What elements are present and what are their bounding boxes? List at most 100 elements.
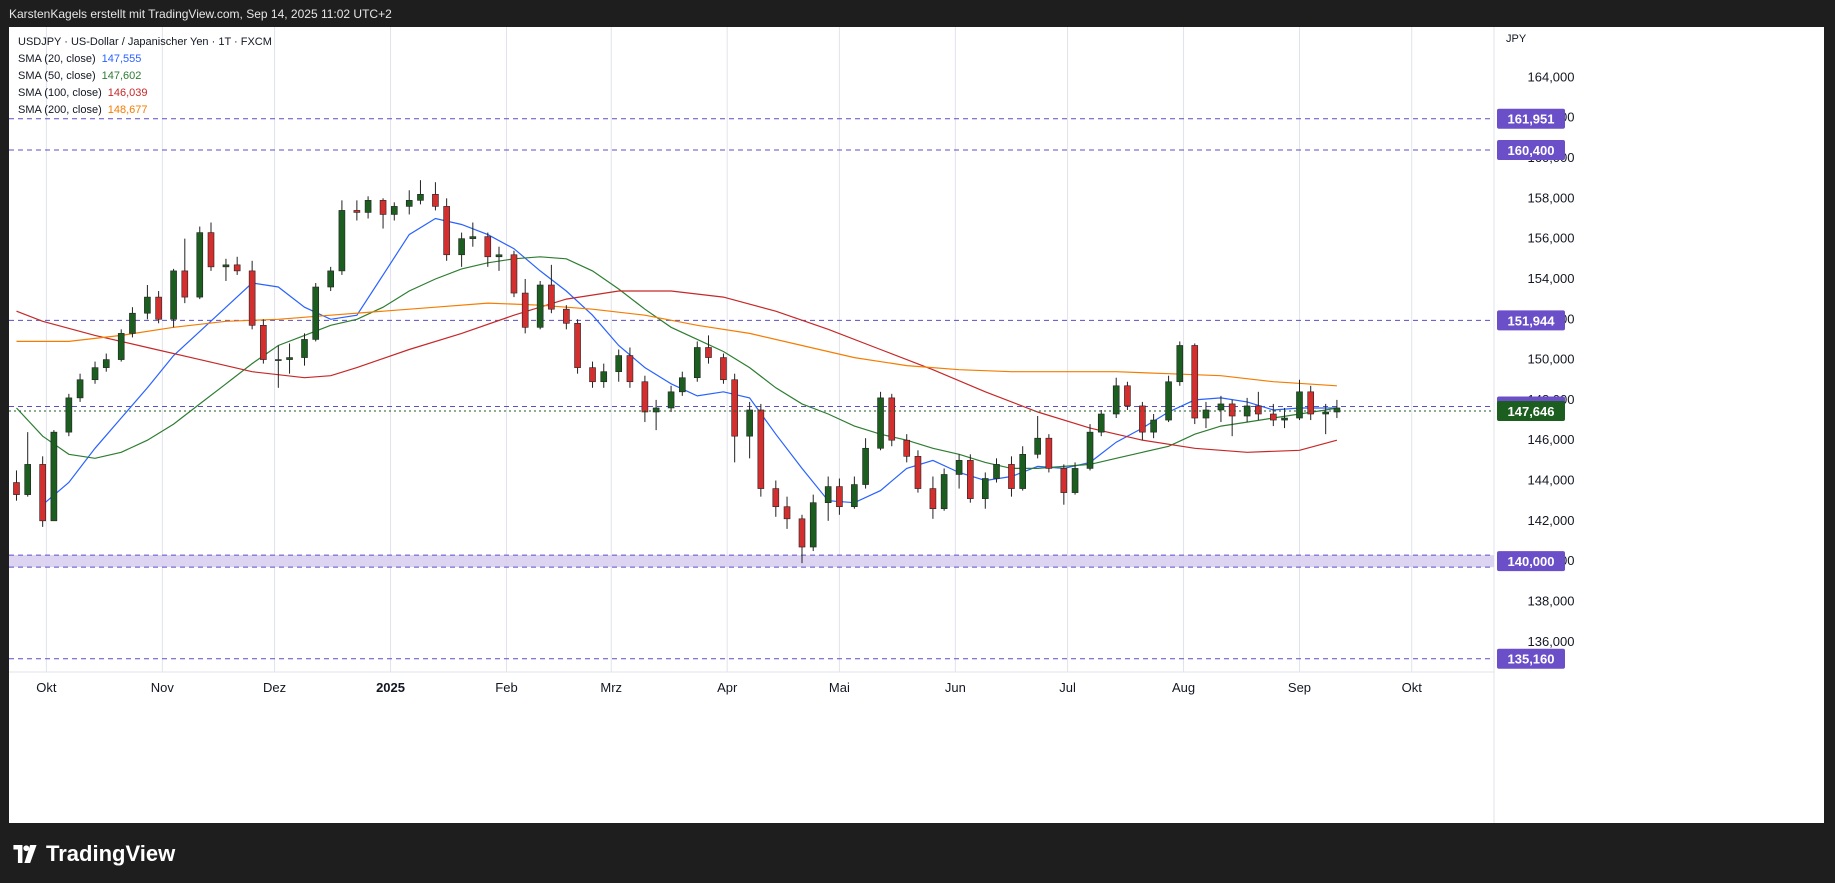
candle-body <box>1124 385 1131 407</box>
candle-body <box>955 460 963 475</box>
candle-body <box>600 371 608 383</box>
candle-body <box>641 381 649 413</box>
candle-body <box>129 312 136 334</box>
candle-body <box>536 284 544 328</box>
y-tick-label: 138,000 <box>1528 593 1575 608</box>
x-tick-label: Dez <box>263 680 286 695</box>
candle-body <box>233 264 241 272</box>
candle-body <box>24 464 32 495</box>
sma-line <box>42 217 1337 506</box>
candle-body <box>1228 403 1236 417</box>
candle-body <box>1139 405 1146 433</box>
candle-body <box>353 210 361 213</box>
legend-item: SMA (100, close) 146,039 <box>18 85 272 102</box>
level-price-label: 160,400 <box>1508 143 1555 158</box>
sma-line <box>16 290 1338 453</box>
y-tick-label: 142,000 <box>1528 513 1575 528</box>
candle-body <box>824 486 832 503</box>
candle-body <box>144 296 151 314</box>
candle-body <box>327 270 334 288</box>
level-price-tag <box>1497 139 1565 160</box>
candle-body <box>720 357 727 381</box>
legend-item-value: 147,602 <box>101 70 142 82</box>
candle-body <box>563 308 570 324</box>
x-tick-label: Okt <box>1402 680 1423 695</box>
candle-body <box>1270 413 1277 421</box>
level-price-tag <box>1497 551 1565 572</box>
attribution-text: KarstenKagels erstellt mit TradingView.c… <box>9 7 392 21</box>
candle-body <box>574 322 581 368</box>
candle-body <box>914 456 922 489</box>
tradingview-logo[interactable]: TradingView <box>10 841 175 867</box>
candle-body <box>1217 403 1225 411</box>
candle-body <box>432 193 439 207</box>
x-tick-label: Jul <box>1059 680 1076 695</box>
candle-body <box>1019 454 1026 489</box>
y-tick-label: 154,000 <box>1528 271 1575 286</box>
candle-body <box>170 270 177 320</box>
candle-body <box>678 377 686 393</box>
candle-body <box>548 284 555 310</box>
x-tick-label: Mai <box>829 680 850 695</box>
candle-body <box>862 447 869 485</box>
candle-body <box>1255 405 1262 415</box>
candle-body <box>981 478 989 499</box>
candle-body <box>1097 413 1105 433</box>
candle-body <box>888 397 896 441</box>
y-tick-label: 136,000 <box>1528 634 1575 649</box>
sma-line <box>16 302 1337 387</box>
legend-title: USDJPY · US-Dollar / Japanischer Yen · 1… <box>18 36 272 48</box>
candle-body <box>510 254 518 294</box>
sma-line <box>16 256 1338 469</box>
x-tick-label: Nov <box>151 680 175 695</box>
legend-item-label: SMA (20, close) <box>18 53 96 65</box>
x-tick-label: Apr <box>717 680 738 695</box>
support-zone-band <box>9 555 1494 568</box>
y-tick-label: 158,000 <box>1528 190 1575 205</box>
y-tick-label: 150,000 <box>1528 352 1575 367</box>
candle-body <box>746 409 753 437</box>
candle-body <box>76 379 84 399</box>
price-chart[interactable]: 136,000 138,000 140,000 142,000 144,000 146,0… <box>9 27 1824 823</box>
x-tick-label: Feb <box>495 680 517 695</box>
candle-body <box>1322 411 1329 415</box>
candle-body <box>731 379 738 437</box>
candle-body <box>458 238 465 256</box>
candle-body <box>798 518 806 548</box>
x-tick-label: Sep <box>1288 680 1311 695</box>
candle-body <box>207 232 215 268</box>
candle-body <box>1071 468 1079 493</box>
legend-item-label: SMA (200, close) <box>18 104 102 116</box>
candle-body <box>338 210 346 272</box>
candle-body <box>50 431 58 522</box>
candle-body <box>1086 431 1094 469</box>
level-price-label: 161,951 <box>1508 112 1555 127</box>
candle-body <box>615 355 623 372</box>
candle-body <box>286 357 293 360</box>
candle-body <box>809 502 817 548</box>
x-tick-label: 2025 <box>376 680 405 695</box>
candle-body <box>1296 391 1303 419</box>
candle-body <box>783 506 791 520</box>
candle-body <box>589 367 596 383</box>
candle-body <box>1165 381 1172 421</box>
x-tick-label: Mrz <box>600 680 622 695</box>
candle-body <box>521 292 529 328</box>
candle-body <box>301 339 308 358</box>
level-price-label: 135,160 <box>1508 652 1555 667</box>
candle-body <box>155 296 162 320</box>
legend-item: SMA (200, close) 148,677 <box>18 102 272 119</box>
candle-body <box>102 359 110 368</box>
candle-body <box>851 484 858 508</box>
candle-body <box>1281 417 1288 421</box>
candle-body <box>877 397 884 449</box>
candle-body <box>1202 409 1210 419</box>
chart-area[interactable]: 136,000 138,000 140,000 142,000 144,000 146,0… <box>9 27 1824 823</box>
level-price-tag <box>1497 648 1565 669</box>
candle-body <box>469 236 477 239</box>
candle-body <box>836 486 843 508</box>
candle-body <box>1060 468 1068 493</box>
candle-body <box>667 391 675 409</box>
level-price-label: 151,944 <box>1508 313 1556 328</box>
candle-body <box>1307 391 1315 415</box>
